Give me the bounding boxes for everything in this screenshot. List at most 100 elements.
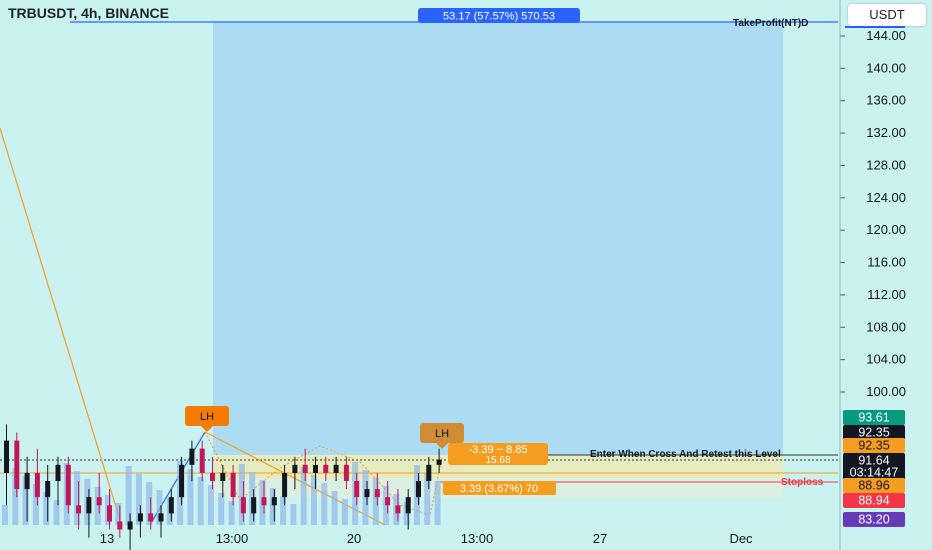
target-box (418, 8, 580, 23)
time-tick-label: 20 (347, 531, 361, 546)
volume-bar (403, 502, 410, 525)
candle-body (117, 521, 123, 530)
candle-body (302, 464, 308, 473)
candle-body (210, 472, 215, 481)
price-tick-label: 120.00 (866, 222, 906, 237)
volume-bar (187, 469, 194, 525)
time-tick-label: 13:00 (216, 531, 249, 546)
time-axis-ticks: 13 13:00 20 13:00 27 Dec (100, 531, 753, 546)
volume-bar (22, 476, 29, 525)
price-tick-label: 104.00 (866, 352, 906, 367)
price-tick-label: 136.00 (866, 93, 906, 108)
candle-body (292, 464, 298, 473)
price-tag-label: 03:14:47 (850, 466, 899, 480)
volume-bar (2, 505, 8, 525)
volume-bar (94, 487, 101, 525)
time-tick-label: 27 (593, 531, 607, 546)
lh-marker-right (420, 423, 464, 443)
symbol-title: TRBUSDT, 4h, BINANCE (8, 5, 170, 21)
price-tick-label: 140.00 (866, 60, 906, 75)
candle-body (436, 459, 442, 465)
candle-body (220, 472, 226, 481)
volume-bar (53, 500, 60, 525)
candle-body (76, 505, 82, 514)
candle-body (168, 497, 174, 514)
candle-body (251, 497, 257, 514)
candles (4, 424, 442, 550)
price-tag (843, 512, 905, 527)
price-tag (843, 410, 905, 425)
volume-bar (115, 503, 122, 525)
volume-bar (32, 484, 39, 525)
candle-body (343, 464, 349, 481)
volume-bar (424, 473, 431, 525)
price-tag (843, 425, 905, 440)
price-tick-label: 116.00 (867, 255, 906, 270)
stop-box-text: 3.39 (3.67%) 70 (460, 483, 538, 495)
time-tick-label: 13 (100, 531, 114, 546)
lh-marker-right-pointer (436, 443, 448, 449)
price-tick-label: 100.00 (866, 384, 906, 399)
candle-body (364, 489, 370, 498)
price-tick-label: 132.00 (866, 125, 906, 140)
price-tag-label: 88.94 (858, 494, 889, 508)
price-tags: 93.6192.3592.3591.6403:14:4788.9688.9483… (843, 410, 905, 527)
currency-button[interactable]: USDT (848, 4, 926, 26)
candle-body (405, 497, 411, 514)
candle-body (14, 440, 20, 490)
price-tag-label: 88.96 (858, 479, 889, 493)
candle-body (374, 489, 380, 498)
candle-body (333, 464, 339, 473)
candle-body (189, 448, 195, 465)
candle-body (261, 497, 267, 506)
candle-body (240, 497, 246, 514)
stoploss-label: Stoploss (781, 477, 824, 488)
candle-body (323, 464, 329, 473)
volume-bar (218, 493, 225, 525)
target-zone (213, 22, 783, 455)
candle-body (65, 464, 71, 506)
price-tag-label: 83.20 (858, 513, 889, 527)
price-tag-label: 92.35 (858, 439, 889, 453)
candle-body (24, 472, 30, 490)
candle-body (107, 505, 112, 522)
lh-right-text: LH (435, 428, 449, 440)
candle-body (271, 497, 277, 506)
price-tick-label: 108.00 (866, 319, 906, 334)
price-tag (843, 493, 905, 508)
time-tick-label: Dec (729, 531, 753, 546)
price-tag-label: 91.64 (858, 454, 889, 468)
price-tag (843, 438, 905, 453)
volume-bar (331, 491, 338, 525)
candle-body (45, 481, 51, 498)
price-tick-label: 112.00 (867, 287, 906, 302)
candle-body (230, 472, 236, 498)
target-box-text: 53.17 (57.57%) 570.53 (443, 11, 555, 23)
volume-bar (311, 475, 317, 525)
volume-bar (125, 466, 132, 525)
candle-body (416, 481, 421, 498)
price-tag-label: 92.35 (858, 426, 889, 440)
volume-bar (146, 482, 153, 525)
volume-bar (290, 504, 297, 525)
price-tag-label: 93.61 (858, 411, 889, 425)
volume-bar (74, 471, 81, 525)
lh-left-text: LH (200, 411, 214, 423)
candle-body (354, 481, 360, 498)
candle-body (313, 464, 318, 473)
volume-bar (12, 468, 19, 525)
volume-bar (197, 477, 204, 525)
candle-body (158, 513, 164, 522)
volume-bar (156, 490, 163, 525)
price-tick-label: 128.00 (866, 157, 906, 172)
price-tag (843, 478, 905, 493)
volume-bar (43, 492, 50, 525)
entry-label: Enter When Cross And Retest this Level (590, 449, 781, 460)
candle-body (385, 497, 391, 506)
price-tick-label: 144.00 (866, 28, 906, 43)
price-tag (843, 453, 905, 468)
candle-body (199, 448, 205, 473)
risk-box-line2: 15.68 (485, 455, 510, 466)
risk-box-line1: -3.39 ~ 8.85 (468, 444, 527, 456)
